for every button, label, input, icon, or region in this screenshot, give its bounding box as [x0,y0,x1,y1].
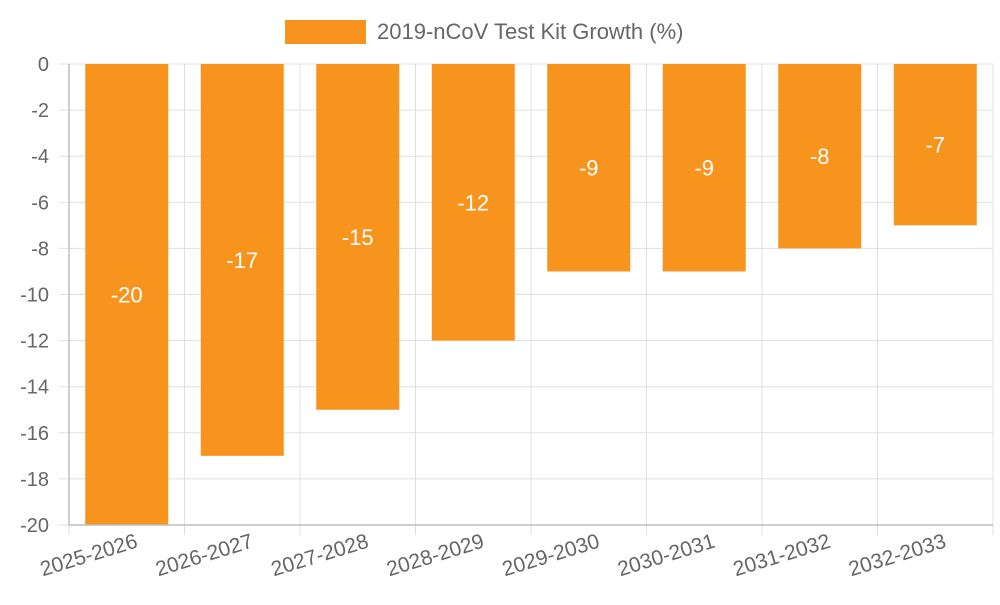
x-tick-label: 2030-2031 [615,530,718,581]
bar[interactable] [85,64,169,525]
y-tick-label: -20 [20,515,49,537]
y-tick-label: -8 [31,238,49,260]
x-axis: 2025-2026 2026-2027 2027-2028 2028-2029 2029… [37,524,993,581]
x-tick-label: 2026-2027 [153,530,256,581]
bar[interactable] [662,64,746,272]
y-tick-label: -2 [31,100,49,122]
bar[interactable] [431,64,515,341]
x-tick-label: 2028-2029 [384,530,487,581]
y-tick-label: -16 [20,423,49,445]
bar-value-label: -17 [226,248,258,273]
y-tick-label: -18 [20,469,49,491]
bar[interactable] [316,64,400,410]
x-tick-label: 2032-2033 [846,530,949,581]
legend-label: 2019-nCoV Test Kit Growth (%) [377,19,684,44]
x-tick-label: 2027-2028 [268,530,371,581]
y-tick-label: 0 [38,54,49,76]
bar-value-label: -15 [342,225,374,250]
bar[interactable] [893,64,977,226]
bar-value-label: -12 [457,190,489,215]
x-tick-label: 2025-2026 [37,530,140,581]
bar[interactable] [200,64,284,456]
bar-value-label: -20 [111,283,143,308]
x-tick-label: 2029-2030 [499,530,602,581]
y-axis: 0 -2 -4 -6 -8 -10 -12 -14 -16 -18 -20 [20,54,70,537]
bar-value-label: -9 [694,156,714,181]
bar[interactable] [778,64,862,249]
legend[interactable]: 2019-nCoV Test Kit Growth (%) [285,19,684,44]
y-tick-label: -14 [20,377,49,399]
bars [85,64,977,525]
y-tick-label: -12 [20,331,49,353]
bar[interactable] [547,64,631,272]
x-tick-label: 2031-2032 [730,530,833,581]
bar-value-label: -8 [810,144,830,169]
y-tick-label: -6 [31,192,49,214]
bar-value-label: -7 [925,133,945,158]
y-tick-label: -4 [31,146,49,168]
data-labels: -20 -17 -15 -12 -9 -9 -8 -7 [111,133,945,308]
y-tick-label: -10 [20,285,49,307]
bar-value-label: -9 [579,156,599,181]
legend-swatch [285,20,366,44]
